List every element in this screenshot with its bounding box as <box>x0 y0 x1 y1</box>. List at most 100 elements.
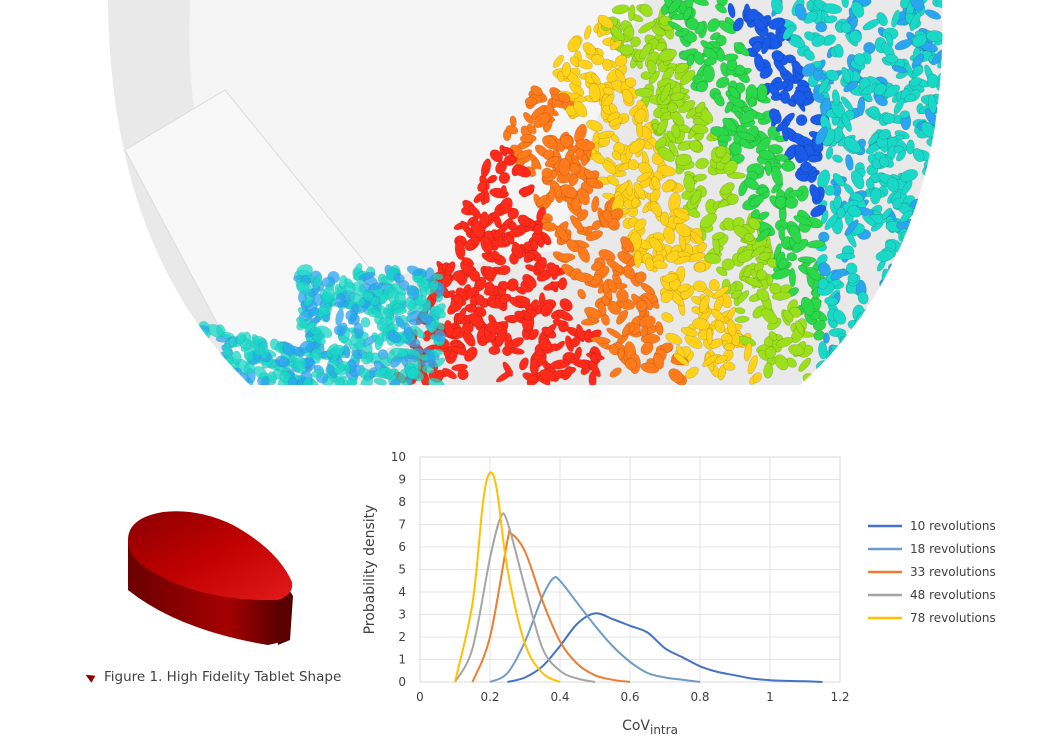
tablet-particle <box>505 124 519 135</box>
tablet-particle <box>590 336 611 344</box>
tablet-particle <box>881 361 894 371</box>
tablet-particle <box>935 208 943 222</box>
tablet-particle <box>926 280 936 302</box>
legend-label: 10 revolutions <box>910 519 996 533</box>
tablet-particle <box>706 327 713 345</box>
tablet-particle <box>519 134 537 143</box>
tablet-particle <box>866 341 876 358</box>
tablet-particle <box>734 315 750 323</box>
tablet-particle <box>896 262 907 273</box>
tablet-particle <box>906 294 922 311</box>
tablet-particle <box>881 287 894 300</box>
tablet-particle <box>913 335 928 346</box>
tablet-particle <box>932 325 943 338</box>
x-tick-label: 0.4 <box>550 690 569 704</box>
tablet-particle <box>588 371 597 385</box>
tablet-particle <box>910 226 920 242</box>
tablet-particle <box>215 361 227 372</box>
tablet-particle <box>786 252 798 262</box>
y-tick-label: 8 <box>398 495 406 509</box>
tablet-particle <box>897 320 907 333</box>
tablet-particle <box>205 350 217 368</box>
tablet-particle <box>503 154 516 167</box>
tablet-particle <box>861 363 875 379</box>
tablet-particle <box>726 171 746 180</box>
tablet-particle <box>237 372 250 385</box>
tablet-particle <box>840 339 848 359</box>
tablet-particle <box>633 250 642 268</box>
probability-density-chart: 0 1 2 3 4 5 6 7 8 9 10 0 0.2 0.4 0.6 0.8 1 1.2 Probability… <box>362 450 996 737</box>
tablet-particle <box>524 96 537 107</box>
tablet-particle <box>210 371 222 385</box>
tablet-particle <box>870 331 881 349</box>
tablet-particle <box>709 32 721 41</box>
tablet-particle <box>619 44 635 56</box>
tablet-particle <box>756 83 768 102</box>
dem-simulation-image <box>108 0 943 385</box>
tablet-particle <box>200 367 211 380</box>
tablet-particle <box>936 233 943 245</box>
tablet-particle <box>895 324 911 336</box>
tablet-particle <box>500 184 508 199</box>
tablet-particle <box>219 378 233 385</box>
tablet-particle <box>927 363 940 381</box>
tablet-particle <box>920 360 930 376</box>
tablet-particle <box>684 366 699 379</box>
tablet-particle <box>481 252 496 263</box>
tablet-particle <box>622 265 636 280</box>
tablet-particle <box>860 370 877 383</box>
tablet-particle <box>650 201 663 217</box>
tablet-particle <box>929 163 940 177</box>
tablet-particle <box>877 325 888 336</box>
legend-label: 18 revolutions <box>910 542 996 556</box>
tablet-particle <box>936 165 943 178</box>
tablet-shape-image <box>128 511 293 645</box>
tablet-particle <box>882 112 895 125</box>
y-tick-label: 6 <box>398 540 406 554</box>
legend-label: 78 revolutions <box>910 611 996 625</box>
tablet-particle <box>694 261 707 273</box>
tablet-particle <box>876 368 889 385</box>
tablet-particle <box>921 262 942 270</box>
tablet-particle <box>866 334 882 348</box>
tablet-particle <box>903 246 917 262</box>
x-tick-label: 0 <box>416 690 424 704</box>
tablet-particle <box>206 361 218 376</box>
tablet-particle <box>747 355 758 375</box>
x-axis-label: CoVintra <box>622 718 678 737</box>
tablet-particle <box>880 286 892 299</box>
tablet-particle <box>838 374 856 385</box>
tablet-particle <box>845 154 854 171</box>
tablet-particle <box>933 227 943 241</box>
tablet-particle <box>529 358 540 376</box>
tablet-particle <box>926 324 939 337</box>
tablet-particle <box>934 256 943 271</box>
tablet-particle <box>894 362 907 374</box>
legend-label: 48 revolutions <box>910 588 996 602</box>
y-tick-label: 9 <box>398 473 406 487</box>
tablet-particle <box>824 15 838 24</box>
tablet-particle <box>912 338 929 351</box>
tablet-particle <box>888 316 901 329</box>
tablet-particle <box>816 373 830 385</box>
tablet-particle <box>937 352 943 374</box>
tablet-particle <box>936 303 943 316</box>
tablet-particle <box>723 342 735 352</box>
tablet-particle <box>927 343 943 357</box>
tablet-particle <box>609 367 622 378</box>
tablet-particle <box>915 292 926 304</box>
tablet-particle <box>834 43 844 58</box>
tablet-particle <box>634 271 647 284</box>
tablet-particle <box>852 332 867 342</box>
tablet-particle <box>540 302 554 317</box>
tablet-particle <box>929 160 943 178</box>
tablet-particle <box>933 177 943 191</box>
tablet-particle <box>212 378 224 385</box>
tablet-particle <box>832 154 843 163</box>
tablet-particle <box>678 100 696 114</box>
tablet-particle <box>548 187 556 203</box>
tablet-particle <box>835 252 856 261</box>
tablet-particle <box>897 337 909 350</box>
tablet-particle <box>865 307 878 323</box>
tablet-particle <box>578 59 593 70</box>
